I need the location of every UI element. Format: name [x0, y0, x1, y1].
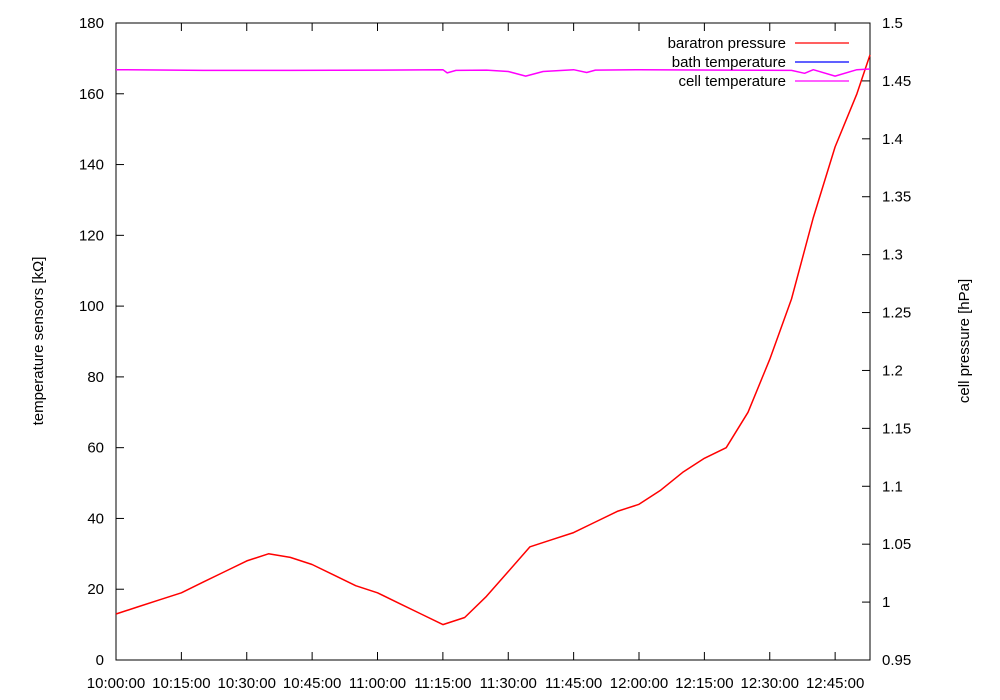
x-tick-label: 11:00:00: [349, 675, 406, 692]
x-tick-label: 10:15:00: [152, 675, 210, 692]
y-tick-label: 60: [87, 440, 104, 457]
y2-tick-label: 1.45: [882, 73, 911, 90]
x-tick-label: 10:30:00: [218, 675, 276, 692]
y-tick-label: 100: [79, 298, 104, 315]
y2-tick-label: 1.15: [882, 420, 911, 437]
x-tick-label: 10:45:00: [283, 675, 341, 692]
legend-label: cell temperature: [678, 73, 786, 90]
series-line: [115, 54, 871, 626]
legend-label: baratron pressure: [668, 35, 786, 52]
x-tick-label: 12:45:00: [806, 675, 864, 692]
x-tick-label: 12:15:00: [675, 675, 733, 692]
ticks-layer: 0 20 40 60 80 100 120 140 160 180 0.95 1 1.05 1.1 1.15…: [79, 15, 911, 692]
x-tick-label: 10:00:00: [87, 675, 145, 692]
y2-tick-label: 1.5: [882, 15, 903, 32]
y-tick-label: 0: [96, 652, 104, 669]
y2-tick-label: 1.4: [882, 131, 903, 148]
y-tick-label: 180: [79, 15, 104, 32]
y2-tick-label: 1: [882, 594, 890, 611]
x-tick-label: 11:45:00: [545, 675, 602, 692]
y2-tick-label: 1.05: [882, 536, 911, 553]
y2-tick-label: 1.25: [882, 305, 911, 322]
y-tick-label: 120: [79, 227, 104, 244]
series-line: [115, 68, 871, 77]
y-tick-label: 160: [79, 86, 104, 103]
x-tick-label: 11:15:00: [414, 675, 471, 692]
plot-frame: [115, 22, 871, 661]
x-tick-label: 12:00:00: [610, 675, 668, 692]
y-axis-title: temperature sensors [kΩ]: [30, 257, 47, 426]
y2-axis-title: cell pressure [hPa]: [956, 279, 973, 403]
y-tick-label: 80: [87, 369, 104, 386]
y2-tick-label: 1.2: [882, 362, 903, 379]
y-tick-label: 20: [87, 581, 104, 598]
y-tick-label: 140: [79, 157, 104, 174]
x-tick-label: 11:30:00: [480, 675, 537, 692]
y2-tick-label: 1.1: [882, 478, 903, 495]
y2-tick-label: 0.95: [882, 652, 911, 669]
y2-tick-label: 1.3: [882, 247, 903, 264]
series-layer: [115, 54, 871, 626]
legend: baratron pressure bath temperature cell te…: [668, 35, 849, 90]
legend-label: bath temperature: [672, 54, 786, 71]
y2-tick-label: 1.35: [882, 189, 911, 206]
y-tick-label: 40: [87, 510, 104, 527]
x-tick-label: 12:30:00: [741, 675, 799, 692]
